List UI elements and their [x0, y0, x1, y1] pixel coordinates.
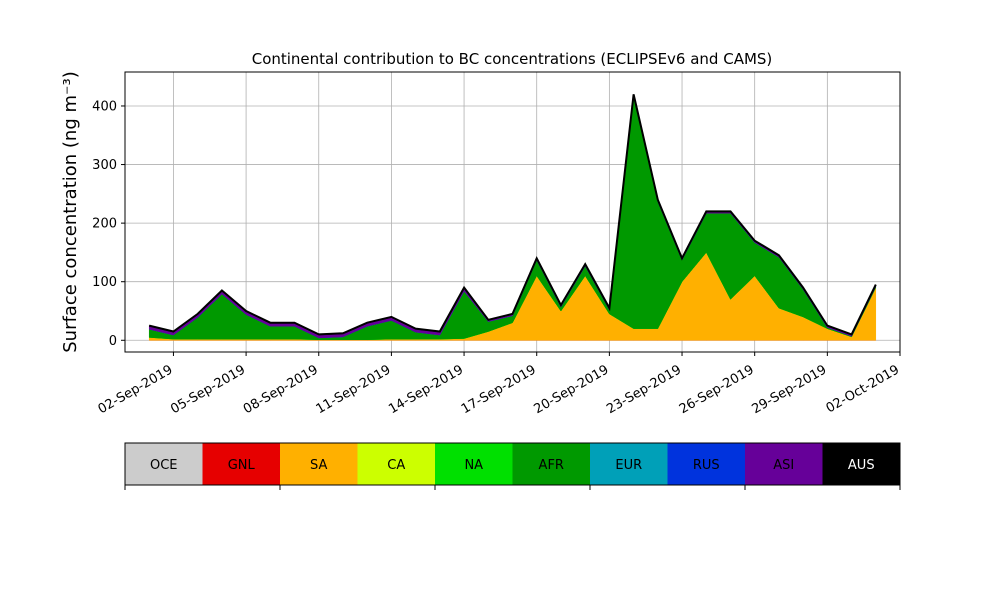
legend-label: ASI	[773, 458, 794, 473]
legend-swatch	[125, 443, 203, 485]
legend-swatch	[667, 443, 745, 485]
y-tick-label: 300	[92, 158, 117, 173]
y-tick-label: 100	[92, 275, 117, 290]
legend-swatch	[435, 443, 513, 485]
legend-swatch	[512, 443, 590, 485]
legend-swatch	[280, 443, 358, 485]
legend-label: GNL	[228, 458, 256, 473]
y-axis-label: Surface concentration (ng m⁻³)	[60, 71, 81, 353]
x-tick-label: 29-Sep-2019	[750, 362, 830, 417]
x-tick-label: 11-Sep-2019	[314, 362, 394, 417]
x-tick-label: 02-Sep-2019	[96, 362, 176, 417]
x-tick-label: 14-Sep-2019	[386, 362, 466, 417]
legend-label: RUS	[693, 458, 720, 473]
x-tick-label: 02-Oct-2019	[824, 362, 902, 416]
x-tick-label: 23-Sep-2019	[604, 362, 684, 417]
total-outline	[148, 94, 877, 336]
legend-label: AUS	[848, 458, 875, 473]
y-tick-label: 200	[92, 217, 117, 232]
legend-frame	[124, 442, 901, 486]
plot-frame	[124, 71, 901, 353]
legend-swatch	[590, 443, 668, 485]
y-tick-label: 400	[92, 99, 117, 114]
legend-label: EUR	[615, 458, 642, 473]
legend-swatch	[202, 443, 280, 485]
legend-label: OCE	[150, 458, 178, 473]
x-tick-label: 08-Sep-2019	[241, 362, 321, 417]
legend-swatch	[745, 443, 823, 485]
x-tick-label: 17-Sep-2019	[459, 362, 539, 417]
x-tick-label: 20-Sep-2019	[532, 362, 612, 417]
legend-swatch	[357, 443, 435, 485]
legend-label: SA	[310, 458, 327, 473]
x-tick-label: 05-Sep-2019	[168, 362, 248, 417]
chart-title: Continental contribution to BC concentra…	[252, 50, 773, 68]
legend-label: CA	[387, 458, 405, 473]
legend-label: AFR	[539, 458, 564, 473]
x-tick-label: 26-Sep-2019	[677, 362, 757, 417]
legend-label: NA	[464, 458, 483, 473]
y-tick-label: 0	[109, 334, 117, 349]
legend-swatch	[822, 443, 900, 485]
